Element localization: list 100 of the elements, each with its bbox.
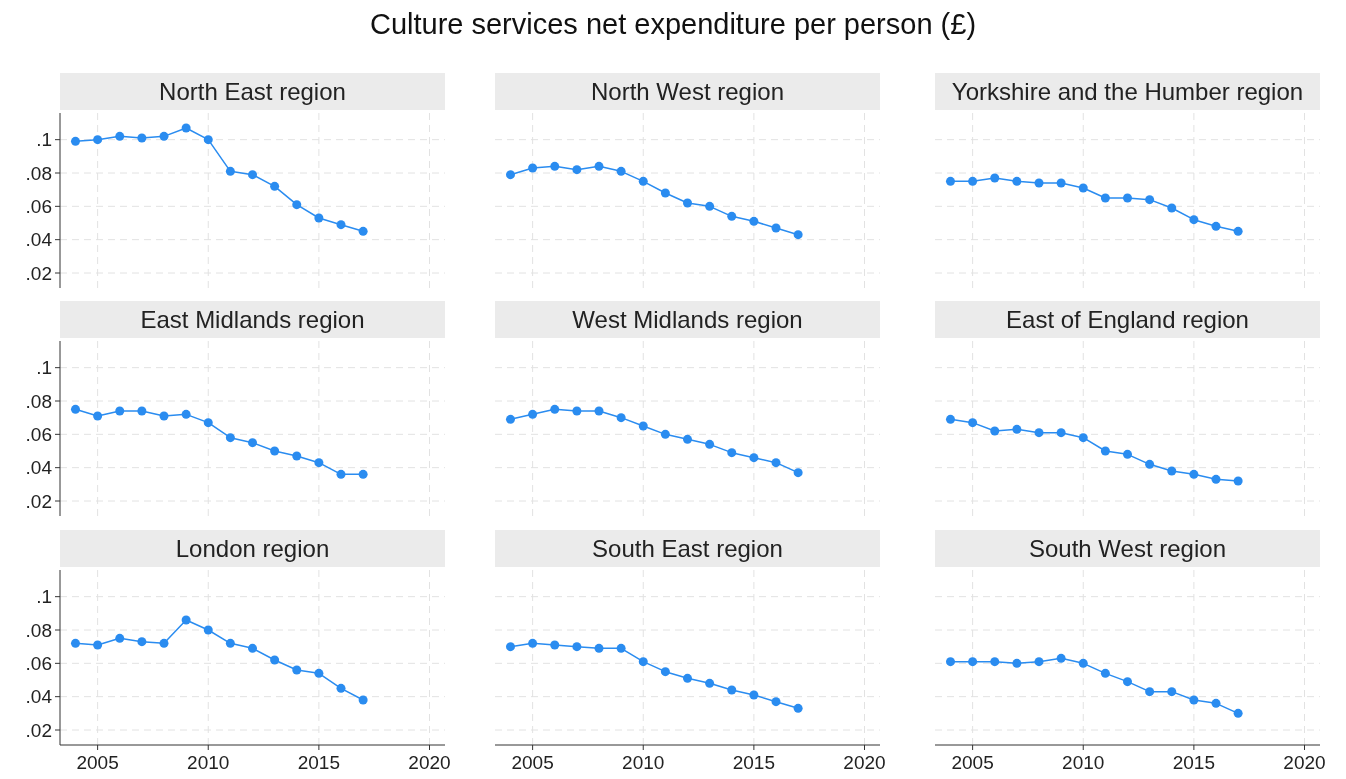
point — [945, 176, 955, 186]
y-tick-label: .04 — [25, 686, 53, 708]
point — [336, 469, 346, 479]
point — [771, 223, 781, 233]
point — [968, 176, 978, 186]
chart-title: North West region — [591, 78, 784, 105]
point — [159, 638, 169, 648]
point — [181, 615, 191, 625]
point — [270, 446, 280, 456]
point — [1012, 176, 1022, 186]
point — [115, 633, 125, 643]
point — [93, 640, 103, 650]
point — [749, 690, 759, 700]
point — [1145, 459, 1155, 469]
point — [225, 166, 235, 176]
point — [314, 213, 324, 223]
point — [990, 657, 1000, 667]
point — [358, 469, 368, 479]
point — [70, 638, 80, 648]
y-tick-label: .08 — [25, 390, 52, 412]
point — [1211, 698, 1221, 708]
point — [705, 678, 715, 688]
x-tick-label: 2010 — [187, 752, 230, 773]
point — [1100, 668, 1110, 678]
chart-title: West Midlands region — [572, 306, 803, 333]
point — [1189, 469, 1199, 479]
point — [336, 220, 346, 230]
point — [594, 161, 604, 171]
point — [358, 226, 368, 236]
x-tick-label: 2020 — [408, 752, 451, 773]
y-tick-label: .04 — [25, 457, 53, 479]
point — [968, 418, 978, 428]
y-tick-label: .1 — [36, 586, 52, 608]
y-tick-label: .02 — [25, 490, 52, 512]
point — [990, 173, 1000, 183]
point — [945, 657, 955, 667]
point — [572, 642, 582, 652]
point — [1034, 657, 1044, 667]
point — [616, 643, 626, 653]
point — [594, 643, 604, 653]
point — [1078, 658, 1088, 668]
point — [945, 414, 955, 424]
point — [1123, 449, 1132, 459]
point — [70, 136, 80, 146]
point — [159, 131, 169, 141]
point — [638, 657, 648, 667]
y-tick-label: .1 — [36, 129, 52, 151]
point — [616, 413, 626, 423]
point — [1012, 658, 1022, 668]
point — [314, 458, 324, 468]
point — [115, 406, 125, 416]
point — [292, 665, 302, 675]
point — [1167, 687, 1177, 697]
y-tick-label: .06 — [25, 423, 52, 445]
point — [660, 188, 670, 198]
point — [93, 411, 103, 421]
point — [1145, 687, 1155, 697]
point — [771, 697, 781, 707]
point — [159, 411, 169, 421]
point — [1233, 476, 1243, 486]
point — [727, 685, 737, 695]
point — [203, 418, 213, 428]
point — [638, 176, 648, 186]
point — [505, 170, 515, 180]
point — [638, 421, 648, 431]
y-tick-label: .04 — [25, 229, 53, 251]
chart-title: North East region — [159, 78, 346, 105]
x-tick-label: 2020 — [843, 752, 886, 773]
point — [683, 673, 692, 683]
point — [115, 131, 125, 141]
point — [181, 409, 191, 419]
chart-title: South West region — [1028, 535, 1227, 562]
point — [990, 426, 1000, 436]
point — [292, 451, 302, 461]
point — [771, 458, 781, 468]
chart-title: Yorkshire and the Humber region — [951, 78, 1304, 105]
point — [1123, 193, 1132, 203]
point — [793, 230, 803, 240]
chart-title: South East region — [592, 535, 783, 562]
point — [528, 163, 538, 173]
point — [270, 181, 280, 191]
point — [358, 695, 368, 705]
point — [705, 201, 715, 211]
point — [1233, 708, 1243, 718]
x-tick-label: 2010 — [622, 752, 665, 773]
point — [528, 409, 538, 419]
point — [749, 216, 759, 226]
x-tick-label: 2005 — [951, 752, 994, 773]
point — [683, 198, 692, 208]
point — [1034, 428, 1044, 438]
x-tick-label: 2010 — [1062, 752, 1105, 773]
point — [70, 404, 80, 414]
point — [270, 655, 280, 665]
point — [793, 468, 803, 478]
y-tick-label: .02 — [25, 719, 52, 741]
y-tick-label: .02 — [25, 262, 52, 284]
point — [181, 123, 191, 133]
point — [705, 439, 715, 449]
point — [1167, 466, 1177, 476]
y-tick-label: .08 — [25, 162, 52, 184]
